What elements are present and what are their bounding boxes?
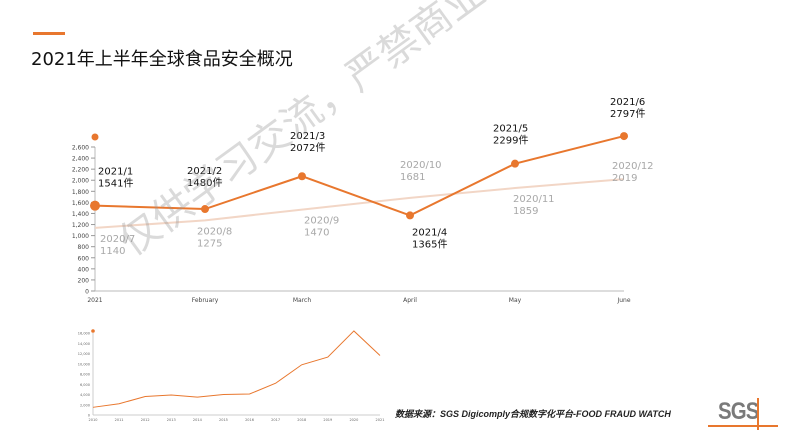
small-x-tick-label: 2012 — [141, 418, 150, 422]
y-tick-label: 2,200 — [72, 167, 89, 174]
y-tick-label: 1,600 — [72, 200, 89, 207]
small-series-line — [92, 330, 381, 408]
series-2021-date-label: 2021/6 — [610, 97, 645, 108]
small-x-tick-label: 2016 — [245, 418, 254, 422]
small-x-tick-label: 2020 — [349, 418, 358, 422]
y-tick-label: 600 — [78, 255, 90, 262]
logo-line — [708, 425, 778, 427]
small-x-tick-label: 2010 — [89, 418, 98, 422]
sgs-logo: SGS — [718, 398, 759, 425]
series-2020-value-label: 1140 — [100, 246, 125, 257]
small-x-tick-label: 2019 — [323, 418, 332, 422]
series-2020-line — [94, 178, 625, 229]
series-2020-value-label: 1681 — [400, 172, 425, 183]
small-x-tick-label: 2021 — [376, 418, 385, 422]
series-2021-value-label: 1480件 — [187, 177, 222, 189]
small-x-tick-label: 2018 — [297, 418, 306, 422]
x-tick-label: May — [509, 297, 522, 304]
y-tick-label: 400 — [78, 266, 90, 273]
series-2021-point — [406, 211, 414, 220]
accent-bar — [33, 32, 65, 35]
series-2020-date-label: 2020/11 — [513, 194, 555, 205]
series-2021-value-label: 2299件 — [493, 135, 528, 147]
small-x-tick-label: 2015 — [219, 418, 228, 422]
series-2020-date-label: 2020/8 — [197, 226, 232, 237]
series-2021-date-label: 2021/2 — [187, 166, 222, 177]
small-y-tick-label: 8,000 — [80, 373, 90, 377]
legend-marker — [91, 133, 99, 141]
y-tick-label: 1,800 — [72, 189, 89, 196]
series-2021-date-label: 2021/1 — [98, 167, 133, 178]
y-tick-label: 1,200 — [72, 222, 89, 229]
series-2021-date-label: 2021/5 — [493, 124, 528, 135]
series-2020-date-label: 2020/7 — [100, 234, 135, 245]
y-tick-label: 2,000 — [72, 178, 89, 185]
series-2021-date-label: 2021/3 — [290, 131, 325, 142]
series-2021-value-label: 2072件 — [290, 142, 325, 154]
small-y-tick-label: 0 — [88, 414, 90, 418]
series-2021-point — [511, 159, 519, 168]
y-tick-label: 1,000 — [72, 233, 89, 240]
small-y-tick-label: 16,000 — [78, 332, 90, 336]
series-2020-date-label: 2020/9 — [304, 216, 339, 227]
y-tick-label: 800 — [78, 244, 90, 251]
x-tick-label: April — [403, 297, 417, 304]
y-tick-label: 0 — [85, 289, 89, 296]
small-y-tick-label: 4,000 — [80, 393, 90, 397]
small-x-tick-label: 2011 — [115, 418, 124, 422]
series-2021-value-label: 1541件 — [98, 178, 133, 190]
small-legend-marker — [91, 329, 95, 333]
y-tick-label: 1,400 — [72, 211, 89, 218]
page-title: 2021年上半年全球食品安全概况 — [31, 49, 293, 70]
series-2020-value-label: 1859 — [513, 206, 538, 217]
y-tick-label: 2,400 — [72, 156, 89, 163]
x-tick-label: February — [192, 297, 219, 304]
series-2021-point — [620, 132, 628, 141]
series-2021-point — [201, 205, 209, 214]
y-tick-label: 2,600 — [72, 145, 89, 152]
y-tick-label: 200 — [78, 277, 90, 284]
data-source: 数据来源：SGS Digicomply合规数字化平台-FOOD FRAUD WA… — [395, 409, 671, 419]
series-2020-date-label: 2020/10 — [400, 160, 442, 171]
small-x-tick-label: 2014 — [193, 418, 203, 422]
series-2020-value-label: 2019 — [612, 173, 637, 184]
series-2021-line — [94, 135, 625, 217]
x-tick-label: 2021 — [87, 297, 102, 304]
x-tick-label: March — [293, 297, 311, 304]
x-tick-label: June — [616, 297, 630, 304]
small-y-tick-label: 14,000 — [78, 342, 90, 346]
small-y-tick-label: 10,000 — [78, 362, 90, 366]
series-2021-value-label: 1365件 — [412, 238, 447, 250]
series-2021-date-label: 2021/4 — [412, 227, 447, 238]
series-2021-point — [298, 172, 306, 181]
small-y-tick-label: 6,000 — [80, 383, 90, 387]
series-2020-date-label: 2020/12 — [612, 161, 654, 172]
series-2021-value-label: 2797件 — [610, 108, 645, 120]
series-2020-value-label: 1470 — [304, 228, 329, 239]
small-x-tick-label: 2017 — [271, 418, 280, 422]
series-2020-value-label: 1275 — [197, 238, 222, 249]
logo-line — [757, 398, 759, 430]
series-2021-point — [90, 200, 100, 211]
small-y-tick-label: 2,000 — [80, 403, 90, 407]
small-y-tick-label: 12,000 — [78, 352, 90, 356]
small-x-tick-label: 2013 — [167, 418, 176, 422]
